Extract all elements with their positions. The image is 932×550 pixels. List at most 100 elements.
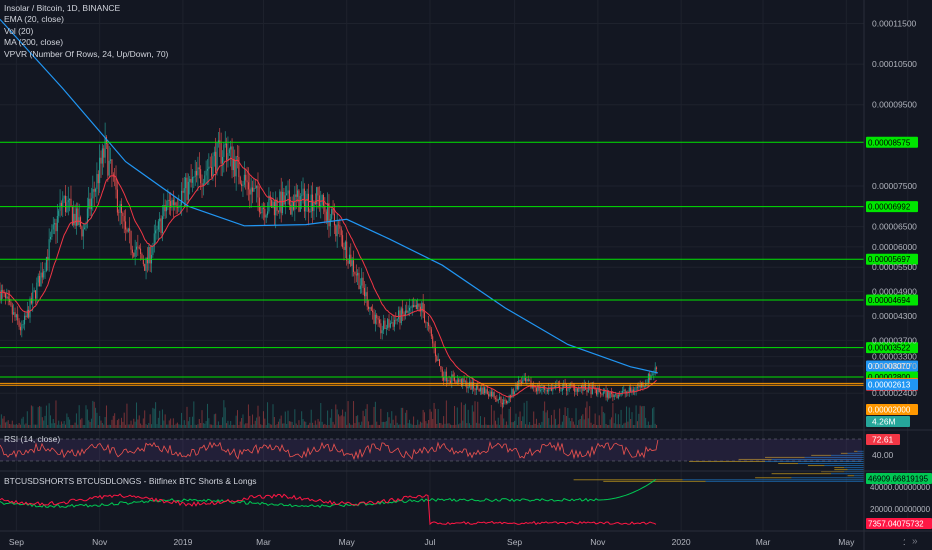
y-tick-label-1: 0.00010500 bbox=[872, 59, 917, 69]
rsi-value-badge: 72.61 bbox=[866, 434, 900, 445]
candle-body-430 bbox=[586, 389, 588, 393]
candle-body-437 bbox=[596, 389, 598, 395]
candle-body-397 bbox=[541, 389, 543, 391]
volume-bar-191 bbox=[260, 424, 262, 428]
candle-body-55 bbox=[74, 213, 76, 226]
level-badge-text-0: 0.00008575 bbox=[868, 138, 911, 147]
volume-bar-53 bbox=[71, 424, 73, 428]
volume-bar-354 bbox=[482, 424, 484, 428]
candle-body-348 bbox=[474, 388, 476, 391]
candle-body-265 bbox=[361, 277, 363, 286]
volume-bar-242 bbox=[329, 417, 331, 428]
candle-body-379 bbox=[516, 384, 518, 390]
volume-bar-438 bbox=[597, 424, 599, 428]
volume-bar-109 bbox=[148, 423, 150, 428]
volume-bar-272 bbox=[370, 424, 372, 428]
volume-bar-100 bbox=[136, 402, 137, 428]
volume-bar-7 bbox=[9, 424, 11, 428]
volume-bar-324 bbox=[441, 424, 443, 428]
volume-bar-232 bbox=[316, 424, 318, 428]
candle-body-377 bbox=[514, 391, 516, 395]
candle-body-145 bbox=[197, 167, 199, 176]
candle-body-135 bbox=[183, 188, 185, 193]
candle-body-14 bbox=[18, 320, 20, 327]
candle-body-183 bbox=[249, 189, 251, 195]
volume-bar-445 bbox=[606, 424, 608, 428]
goto-realtime-button[interactable]: » bbox=[905, 532, 927, 548]
candle-body-13 bbox=[17, 314, 19, 321]
volume-bar-274 bbox=[373, 406, 375, 428]
volume-bar-478 bbox=[651, 408, 653, 428]
candle-body-72 bbox=[97, 174, 99, 184]
candle-body-354 bbox=[482, 387, 484, 394]
rsi-label[interactable]: RSI (14, close) bbox=[4, 434, 61, 444]
candle-body-317 bbox=[432, 336, 434, 344]
candle-body-396 bbox=[540, 390, 542, 391]
candle-body-373 bbox=[508, 395, 510, 402]
y-tick-label-7: 0.00004900 bbox=[872, 287, 917, 297]
volume-bar-360 bbox=[490, 405, 492, 428]
legend-vol[interactable]: Vol (20) bbox=[4, 25, 34, 36]
time-axis[interactable]: SepNov2019MarMayJulSepNov2020MarMay15 bbox=[9, 537, 913, 547]
volume-bar-286 bbox=[389, 423, 391, 428]
legend-ema[interactable]: EMA (20, close) bbox=[4, 14, 64, 25]
candle-body-337 bbox=[459, 379, 461, 382]
volume-bar-75 bbox=[101, 422, 103, 428]
volume-bar-6 bbox=[7, 420, 9, 428]
volume-bar-44 bbox=[59, 424, 61, 428]
volume-bar-86 bbox=[116, 420, 118, 428]
candle-body-372 bbox=[507, 401, 509, 403]
volume-bar-464 bbox=[632, 424, 634, 428]
candle-body-310 bbox=[422, 302, 424, 313]
volume-bar-116 bbox=[157, 417, 159, 428]
volume-bar-253 bbox=[344, 411, 346, 428]
volume-bar-118 bbox=[160, 424, 162, 428]
volume-bar-454 bbox=[619, 424, 621, 428]
candle-body-228 bbox=[310, 194, 312, 213]
candle-body-313 bbox=[426, 322, 428, 324]
candle-body-278 bbox=[378, 319, 380, 324]
shorts-longs-label[interactable]: BTCUSDSHORTS BTCUSDLONGS - Bitfinex BTC … bbox=[4, 476, 257, 486]
candle-body-365 bbox=[497, 399, 499, 401]
candle-body-318 bbox=[433, 343, 435, 347]
symbol-title[interactable]: Insolar / Bitcoin, 1D, BINANCE bbox=[4, 3, 121, 13]
candle-body-382 bbox=[520, 381, 522, 384]
candle-body-284 bbox=[387, 319, 389, 328]
volume-bar-255 bbox=[347, 401, 349, 428]
vpvr-down-2 bbox=[811, 454, 831, 456]
vpvr-down-15 bbox=[603, 480, 706, 482]
volume-bar-327 bbox=[445, 400, 447, 428]
volume-bar-394 bbox=[537, 424, 539, 428]
candle-body-290 bbox=[395, 319, 397, 321]
volume-bar-190 bbox=[258, 416, 260, 428]
volume-bar-402 bbox=[548, 418, 550, 428]
legend-ma[interactable]: MA (200, close) bbox=[4, 37, 64, 48]
candle-body-188 bbox=[256, 185, 258, 189]
volume-bar-408 bbox=[556, 424, 558, 428]
volume-bar-128 bbox=[174, 424, 176, 428]
volume-bar-266 bbox=[362, 410, 364, 428]
legend-vpvr[interactable]: VPVR (Number Of Rows, 24, Up/Down, 70) bbox=[4, 48, 169, 59]
volume-bar-443 bbox=[604, 413, 606, 428]
volume-bar-339 bbox=[462, 420, 464, 428]
volume-bar-430 bbox=[586, 401, 588, 428]
volume-bar-207 bbox=[282, 423, 284, 428]
candle-body-355 bbox=[484, 387, 486, 394]
candle-body-448 bbox=[611, 392, 613, 394]
ma200-line bbox=[0, 18, 659, 374]
price-axis[interactable]: 0.00011500 0.00010500 0.00009500 0.00007500… bbox=[872, 18, 917, 398]
candle-body-52 bbox=[70, 198, 72, 207]
volume-bar-273 bbox=[372, 424, 374, 428]
volume-bar-63 bbox=[85, 405, 87, 428]
candle-body-312 bbox=[425, 322, 427, 324]
volume-bar-462 bbox=[630, 418, 632, 428]
candle-body-459 bbox=[626, 391, 628, 393]
x-tick-label-4: May bbox=[339, 537, 356, 547]
candle-body-45 bbox=[60, 202, 62, 207]
candle-body-249 bbox=[339, 225, 341, 229]
candle-body-209 bbox=[284, 195, 286, 205]
candle-body-56 bbox=[75, 208, 77, 226]
volume-bar-422 bbox=[575, 408, 577, 428]
volume-bar-254 bbox=[346, 424, 348, 428]
